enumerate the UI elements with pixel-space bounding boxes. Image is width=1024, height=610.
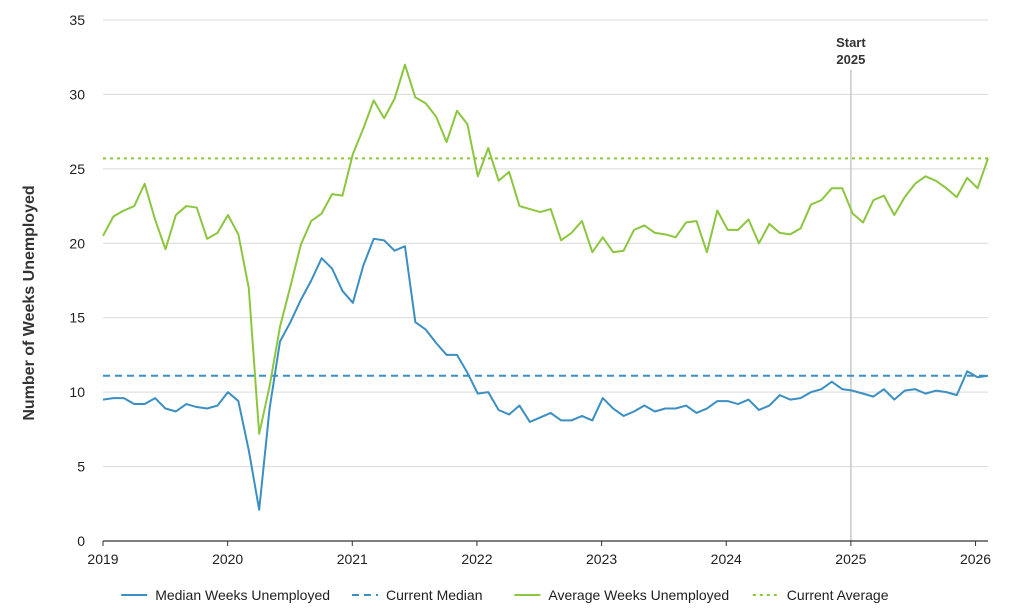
annotation-year-label: 2025 [836, 52, 865, 67]
series-lines [102, 63, 989, 511]
x-tick-label: 2025 [835, 551, 866, 567]
y-tick-label: 35 [69, 12, 85, 28]
x-tick-label: 2023 [586, 551, 617, 567]
x-tick-label: 2022 [461, 551, 492, 567]
y-tick-label: 10 [69, 384, 85, 400]
x-tick-label: 2019 [87, 551, 118, 567]
y-tick-label: 0 [77, 533, 85, 549]
y-tick-label: 25 [69, 161, 85, 177]
x-tick-label: 2020 [212, 551, 243, 567]
y-tick-label: 20 [69, 235, 85, 251]
x-tick-label: 2026 [960, 551, 991, 567]
reference-lines [103, 157, 988, 377]
y-tick-label: 30 [69, 86, 85, 102]
x-tick-label: 2024 [711, 551, 742, 567]
y-axis-title: Number of Weeks Unemployed [21, 185, 38, 420]
y-tick-label: 15 [69, 310, 85, 326]
legend-label: Current Median [386, 587, 483, 603]
y-tick-label: 5 [77, 459, 85, 475]
legend: Median Weeks Unemployed Current Median Ave… [121, 587, 889, 603]
series-line [102, 237, 989, 511]
legend-label: Current Average [787, 587, 889, 603]
series-line [102, 63, 989, 435]
x-tick-label: 2021 [337, 551, 368, 567]
legend-label: Median Weeks Unemployed [155, 587, 330, 603]
annotation-start-label: Start [836, 35, 866, 50]
legend-label: Average Weeks Unemployed [548, 587, 729, 603]
